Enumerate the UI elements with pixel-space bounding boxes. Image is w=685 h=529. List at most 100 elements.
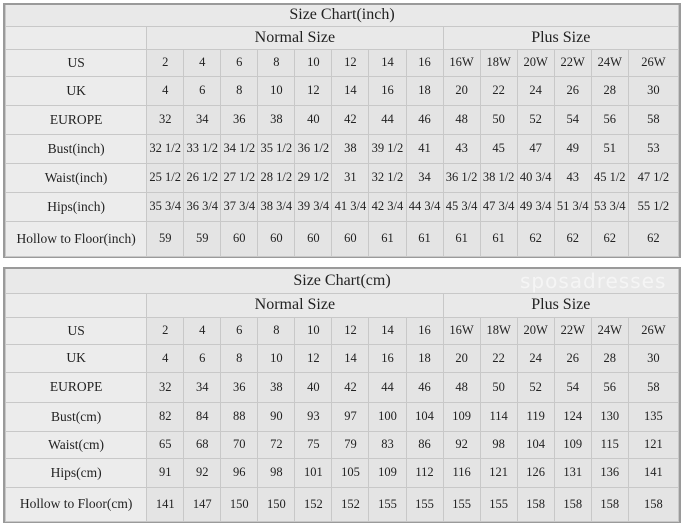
size-cell: 61 [405, 220, 444, 257]
size-cell: 58 [627, 371, 680, 403]
size-cell: 48 [442, 104, 481, 135]
size-cell: 115 [590, 430, 629, 459]
size-cell: 75 [294, 430, 333, 459]
size-cell: 46 [405, 371, 444, 403]
size-cell: 158 [516, 486, 555, 522]
size-cell: 34 1/2 [220, 133, 259, 164]
size-cell: 109 [442, 401, 481, 432]
size-cell: 25 1/2 [146, 162, 185, 193]
size-cell: 32 [146, 104, 185, 135]
size-cell: 109 [368, 457, 407, 488]
size-cell: 14 [368, 48, 407, 77]
size-cell: 32 1/2 [146, 133, 185, 164]
group-header-row: Normal Size Plus Size [4, 292, 680, 318]
size-cell: 47 3/4 [479, 191, 518, 222]
size-cell: 130 [590, 401, 629, 432]
size-cell: 43 [553, 162, 592, 193]
size-cell: 97 [331, 401, 370, 432]
size-cell: 22 [479, 75, 518, 106]
size-cell: 147 [183, 486, 222, 522]
size-cell: 18 [405, 343, 444, 373]
size-cell: 141 [627, 457, 680, 488]
size-cell: 90 [257, 401, 296, 432]
size-cell: 30 [627, 75, 680, 106]
size-cell: 38 [331, 133, 370, 164]
size-cell: 150 [257, 486, 296, 522]
table-row: UK 4 6 8 10 12 14 16 18 20 22 24 26 28 30 [4, 75, 680, 106]
size-cell: 32 1/2 [368, 162, 407, 193]
normal-size-header: Normal Size [146, 25, 444, 50]
size-cell: 20W [516, 48, 555, 77]
size-cell: 126 [516, 457, 555, 488]
watermark: sposadresses [520, 269, 667, 293]
size-cell: 44 [368, 104, 407, 135]
size-cell: 42 [331, 371, 370, 403]
size-cell: 6 [220, 48, 259, 77]
size-cell: 8 [257, 48, 296, 77]
table-row: Waist(cm) 65 68 70 72 75 79 83 86 92 98 104 109 115 12… [4, 430, 680, 459]
size-cell: 10 [294, 48, 333, 77]
size-cell: 60 [331, 220, 370, 257]
size-cell: 101 [294, 457, 333, 488]
size-cell: 104 [405, 401, 444, 432]
size-cell: 12 [331, 48, 370, 77]
size-cell: 72 [257, 430, 296, 459]
size-cell: 26 1/2 [183, 162, 222, 193]
size-cell: 14 [331, 343, 370, 373]
size-cell: 39 1/2 [368, 133, 407, 164]
size-cell: 158 [627, 486, 680, 522]
size-cell: 59 [183, 220, 222, 257]
size-cell: 4 [146, 75, 185, 106]
size-cell: 33 1/2 [183, 133, 222, 164]
size-cell: 42 3/4 [368, 191, 407, 222]
size-cell: 12 [294, 343, 333, 373]
size-cell: 61 [442, 220, 481, 257]
size-cell: 141 [146, 486, 185, 522]
size-cell: 36 3/4 [183, 191, 222, 222]
table-row: Bust(cm) 82 84 88 90 93 97 100 104 109 114 119 124 13… [4, 401, 680, 432]
size-cell: 45 [479, 133, 518, 164]
size-cell: 50 [479, 104, 518, 135]
plus-size-header: Plus Size [442, 25, 680, 50]
size-cell: 8 [257, 316, 296, 345]
size-cell: 52 [516, 371, 555, 403]
size-cell: 16W [442, 316, 481, 345]
size-cell: 83 [368, 430, 407, 459]
row-label: UK [4, 343, 148, 373]
size-cell: 104 [516, 430, 555, 459]
size-cell: 47 [516, 133, 555, 164]
size-cell: 36 1/2 [442, 162, 481, 193]
size-cell: 112 [405, 457, 444, 488]
size-cell: 155 [479, 486, 518, 522]
size-cell: 124 [553, 401, 592, 432]
size-cell: 38 3/4 [257, 191, 296, 222]
size-cell: 68 [183, 430, 222, 459]
size-cell: 36 [220, 371, 259, 403]
size-cell: 6 [220, 316, 259, 345]
size-cell: 40 [294, 371, 333, 403]
size-cell: 2 [146, 316, 185, 345]
size-cell: 22W [553, 316, 592, 345]
size-cell: 121 [627, 430, 680, 459]
size-cell: 47 1/2 [627, 162, 680, 193]
size-cell: 12 [331, 316, 370, 345]
size-cell: 50 [479, 371, 518, 403]
size-cell: 22W [553, 48, 592, 77]
size-cell: 98 [257, 457, 296, 488]
row-label: Waist(inch) [4, 162, 148, 193]
table-row: EUROPE 32 34 36 38 40 42 44 46 48 50 52 54 56 58 [4, 371, 680, 403]
corner-cell [4, 25, 148, 50]
row-label: Bust(cm) [4, 401, 148, 432]
size-cell: 51 3/4 [553, 191, 592, 222]
size-cell: 27 1/2 [220, 162, 259, 193]
size-cell: 45 3/4 [442, 191, 481, 222]
size-cell: 44 [368, 371, 407, 403]
size-cell: 28 [590, 343, 629, 373]
size-cell: 135 [627, 401, 680, 432]
size-cell: 49 [553, 133, 592, 164]
table-row: UK 4 6 8 10 12 14 16 18 20 22 24 26 28 30 [4, 343, 680, 373]
size-cell: 8 [220, 75, 259, 106]
row-label: Hips(inch) [4, 191, 148, 222]
size-cell: 65 [146, 430, 185, 459]
plus-size-header: Plus Size [442, 292, 680, 318]
